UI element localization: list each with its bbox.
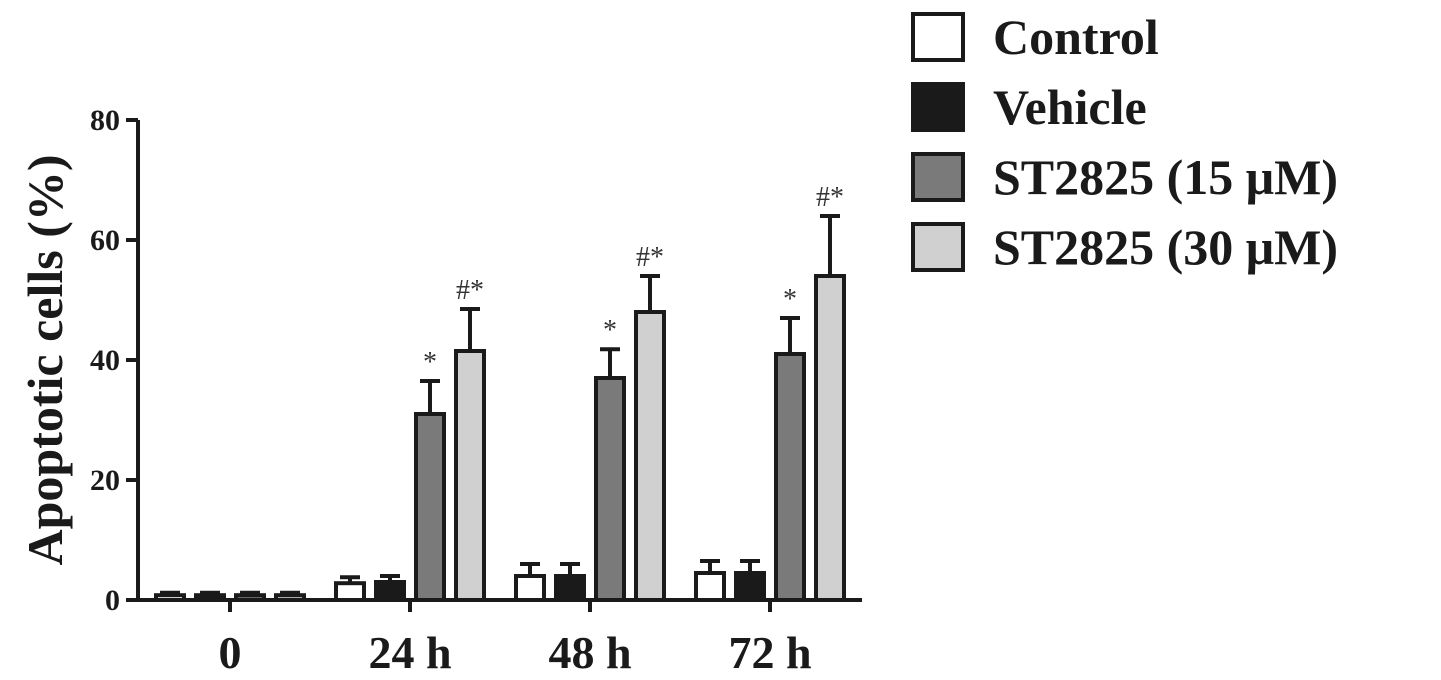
x-tick-label: 24 h <box>368 627 451 678</box>
legend-swatch <box>911 82 965 132</box>
legend-swatch <box>911 152 965 202</box>
y-tick-label: 60 <box>90 224 120 257</box>
bar <box>454 349 486 602</box>
plot-area: * * * #* #* #* 0 20 40 60 80 0 24 h 48 h 72 h <box>90 104 862 678</box>
y-tick-label: 80 <box>90 104 120 137</box>
bar <box>554 574 586 602</box>
bar <box>814 274 846 602</box>
x-tick-label: 72 h <box>728 627 811 678</box>
significance-label: * <box>603 315 617 346</box>
legend-label: Vehicle <box>993 79 1147 135</box>
bar <box>734 571 766 602</box>
y-tick-label: 20 <box>90 464 120 497</box>
legend-label: ST2825 (30 μM) <box>993 219 1338 275</box>
x-tick-label: 0 <box>219 627 242 678</box>
legend-label: Control <box>993 9 1159 65</box>
bar <box>334 581 366 603</box>
significance-label: #* <box>816 182 844 213</box>
significance-label: * <box>783 284 797 315</box>
bar <box>594 376 626 602</box>
significance-label: #* <box>636 242 664 273</box>
y-tick-label: 0 <box>105 584 120 617</box>
significance-label: * <box>423 347 437 378</box>
legend: Control Vehicle ST2825 (15 μM) ST2825 (30 μ… <box>911 9 1338 275</box>
legend-swatch <box>911 12 965 62</box>
bar <box>514 574 546 602</box>
significance-label: #* <box>456 275 484 306</box>
x-tick-label: 48 h <box>548 627 631 678</box>
bar <box>374 580 406 602</box>
legend-label: ST2825 (15 μM) <box>993 149 1338 205</box>
legend-swatch <box>911 222 965 272</box>
y-tick-label: 40 <box>90 344 120 377</box>
bar <box>634 310 666 602</box>
y-axis-title: Apoptotic cells (%) <box>17 154 73 565</box>
bar <box>774 352 806 602</box>
bar <box>414 412 446 602</box>
bar <box>694 571 726 602</box>
